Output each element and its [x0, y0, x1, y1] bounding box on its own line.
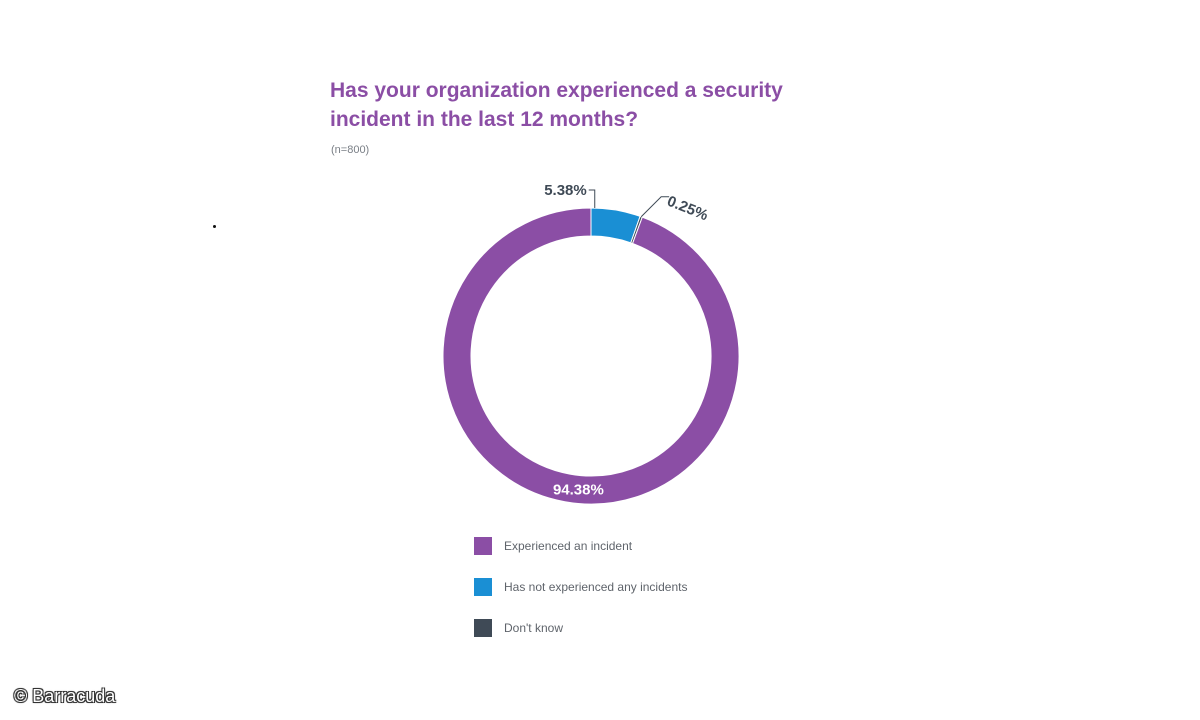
legend-swatch-not-experienced: [474, 578, 492, 596]
slice-experienced: [442, 207, 740, 505]
copyright-watermark: © Barracuda: [14, 686, 116, 706]
legend-item-not-experienced: Has not experienced any incidents: [474, 577, 687, 597]
slice-label-not-experienced: 5.38%: [544, 182, 587, 199]
legend-item-dont-know: Don't know: [474, 618, 687, 638]
legend-item-experienced: Experienced an incident: [474, 536, 687, 556]
chart-title: Has your organization experienced a secu…: [330, 79, 783, 131]
legend-swatch-dont-know: [474, 619, 492, 637]
legend-label-experienced: Experienced an incident: [504, 539, 633, 553]
legend-swatch-experienced: [474, 537, 492, 555]
slice-label-dont-know: 0.25%: [665, 193, 711, 225]
leader-lines: [588, 189, 670, 218]
stray-dot: [213, 225, 216, 228]
leader-line-not-experienced: [588, 189, 596, 209]
chart-subtitle: (n=800): [331, 144, 370, 156]
leader-line-dont-know: [640, 196, 670, 218]
legend-label-dont-know: Don't know: [504, 621, 563, 635]
chart-legend: Experienced an incident Has not experien…: [474, 536, 687, 659]
slices-layer: [442, 207, 740, 505]
legend-label-not-experienced: Has not experienced any incidents: [504, 580, 688, 594]
slice-label-experienced: 94.38%: [553, 481, 604, 498]
